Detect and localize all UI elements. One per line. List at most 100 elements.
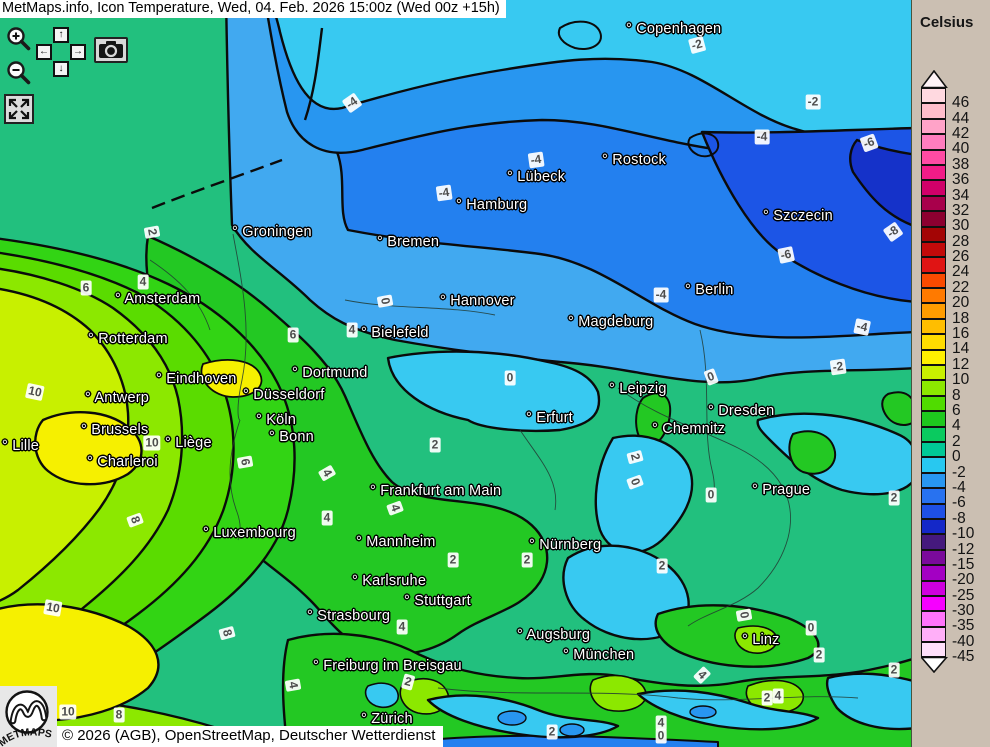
scale-entry-label: -8 [952,509,966,527]
scale-entry-label: -15 [952,555,975,573]
arrow-right-icon: → [73,46,83,57]
zoom-out-button[interactable] [6,60,36,90]
scale-entry-label: -20 [952,571,975,589]
scale-entry-label: 40 [952,140,970,158]
scale-entry: -6 [921,488,974,511]
scale-color-swatch [921,611,946,627]
scale-entry: 0 [921,441,974,464]
scale-entry: -40 [921,626,974,649]
scale-color-swatch [921,411,946,427]
scale-color-swatch [921,380,946,396]
scale-color-swatch [921,303,946,319]
scale-entry: 34 [921,180,974,203]
scale-color-swatch [921,488,946,504]
scale-entry: -15 [921,549,974,572]
scale-entry: -2 [921,457,974,480]
scale-color-swatch [921,288,946,304]
scale-entry: 10 [921,365,974,387]
scale-entry-label: -2 [952,463,966,481]
scale-entry-label: -40 [952,632,975,650]
scale-entry: 16 [921,318,974,341]
scale-entry: 20 [921,288,974,311]
scale-entry: -35 [921,611,974,634]
scale-color-swatch [921,580,946,596]
scale-entry-label: 16 [952,325,970,343]
pan-right-button[interactable]: → [70,44,86,60]
scale-entry: 38 [921,149,974,172]
zoom-in-button[interactable] [6,26,36,56]
attribution-bar[interactable]: © 2026 (AGB), OpenStreetMap, Deutscher W… [57,726,444,747]
scale-entry: 32 [921,195,974,218]
scale-entry-label: 14 [952,340,970,358]
scale-entry: 14 [921,334,974,357]
scale-entry-label: 30 [952,217,970,235]
arrow-down-icon: ↓ [58,63,64,74]
scale-entry: 30 [921,211,974,234]
scale-entry-label: 26 [952,248,970,266]
svg-text:METMAPS: METMAPS [0,726,53,747]
scale-entry-label: 38 [952,155,970,173]
scale-entry-label: -30 [952,602,975,620]
fullscreen-button[interactable] [4,94,34,124]
scale-color-swatch [921,395,946,412]
scale-title: Celsius [920,14,974,31]
scale-color-swatch [921,565,946,581]
scale-entry: 8 [921,380,974,403]
scale-entry: 18 [921,303,974,326]
scale-entry: 40 [921,134,974,157]
pan-pad: ↑ ← → ↓ [36,27,88,79]
scale-entry-label: 28 [952,232,970,250]
scale-entry: 24 [921,257,974,280]
scale-entry-label: 24 [952,263,970,281]
scale-color-swatch [921,441,946,458]
scale-entry-label: 6 [952,402,961,419]
scale-entry: -4 [921,472,974,495]
scale-color-swatch [921,226,946,242]
pan-left-button[interactable]: ← [36,44,52,60]
scale-color-swatch [921,164,946,181]
scale-color-swatch [921,549,946,566]
scale-color-swatch [921,118,946,135]
scale-color-swatch [921,334,946,350]
scale-color-swatch [921,195,946,212]
scale-color-swatch [921,103,946,119]
scale-entry-label: -12 [952,540,975,558]
scale-color-swatch [921,426,946,442]
title-bar: MetMaps.info, Icon Temperature, Wed, 04.… [0,0,506,18]
scale-color-swatch [921,349,946,366]
scale-color-swatch [921,534,946,550]
scale-color-swatch [921,149,946,165]
scale-entry: 36 [921,164,974,187]
scale-entry-label: 20 [952,294,970,312]
scale-entry-label: 2 [952,432,961,450]
scale-entry-label: 12 [952,355,970,373]
colorbar: 46 44 42 40 38 36 34 32 30 28 26 24 22 20 18 16 14 12 10 8 6… [921,70,975,674]
scale-entry-label: 0 [952,448,961,466]
scale-color-swatch [921,211,946,227]
scale-color-swatch [921,642,946,658]
temperature-scale-panel: Celsius 46 44 42 40 38 36 34 32 30 28 26 24 22 20 18 16… [911,0,990,747]
camera-icon [99,41,123,58]
map-viewport: ° Copenhagen ° Rostock ° Lübeck ° Hamburg ° … [0,0,912,747]
screenshot-button[interactable] [94,37,128,63]
scale-color-swatch [921,503,946,519]
scale-entry-label: -45 [952,648,975,666]
scale-entry-label: 36 [952,171,970,189]
scale-entry: 28 [921,226,974,249]
scale-entry-label: -10 [952,525,975,543]
scale-entry: 12 [921,349,974,372]
scale-entry-label: -35 [952,617,975,635]
pan-up-button[interactable]: ↑ [53,27,69,43]
scale-entry-label: 46 [952,94,970,112]
scale-entry: 26 [921,241,974,264]
scale-rows: 46 44 42 40 38 36 34 32 30 28 26 24 22 20 18 16 14 12 10 8 6… [921,88,975,665]
scale-color-swatch [921,134,946,150]
scale-entry: -25 [921,580,974,603]
scale-color-swatch [921,257,946,273]
scale-entry-label: 18 [952,309,970,327]
temperature-map[interactable] [0,0,912,747]
scale-entry-label: 22 [952,278,970,296]
scale-entry: -30 [921,595,974,618]
pan-down-button[interactable]: ↓ [53,61,69,77]
